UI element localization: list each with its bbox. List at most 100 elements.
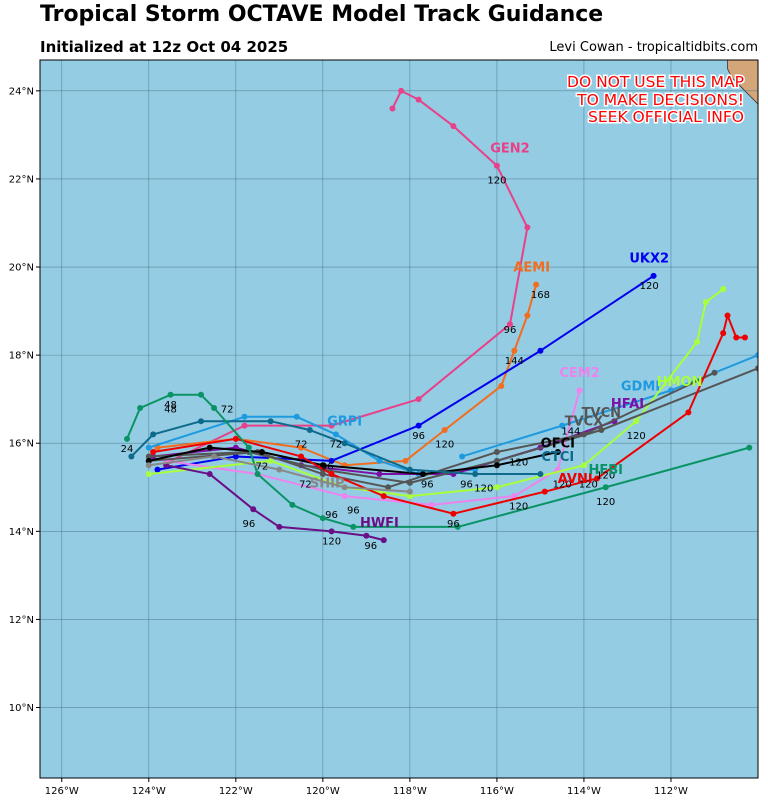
track-point [385, 484, 392, 491]
hour-label: 120 [627, 431, 646, 442]
x-axis-ticks: 126°W 124°W 122°W 120°W 118°W 116°W 114°W 112°W [45, 778, 688, 797]
track-point [341, 484, 348, 491]
model-label-gen2: GEN2 [490, 142, 529, 157]
track-point [328, 457, 335, 464]
track-line [157, 284, 538, 467]
track-point [167, 391, 174, 398]
track-point [293, 413, 300, 420]
track-point [524, 312, 531, 319]
model-label-cem2: CEM2 [559, 366, 599, 381]
model-label-avni: AVNI [558, 472, 593, 487]
track-point [598, 427, 605, 434]
model-label-ofci: OFCI [541, 437, 575, 452]
track-point [198, 418, 205, 425]
hour-label: 72 [256, 462, 269, 473]
track-point [254, 471, 261, 478]
track-point [267, 418, 274, 425]
model-tracks [124, 87, 758, 544]
track-point [232, 435, 239, 442]
model-label-ctci: CTCI [541, 450, 574, 465]
hour-label: 120 [474, 484, 493, 495]
track-ctci [128, 418, 544, 478]
track-point [124, 435, 131, 442]
track-point [406, 493, 413, 500]
land-layer [727, 60, 758, 105]
hour-label: 24 [121, 444, 134, 455]
track-point [145, 471, 152, 478]
track-point [211, 404, 218, 411]
warning-line-3: SEEK OFFICIAL INFO [588, 108, 744, 126]
hour-label: 168 [531, 290, 550, 301]
track-point [145, 462, 152, 469]
model-label-ukx2: UKX2 [629, 252, 669, 267]
hour-label: 96 [364, 541, 377, 552]
track-point [145, 457, 152, 464]
hour-label: 120 [435, 440, 454, 451]
track-point [506, 321, 513, 328]
track-point [380, 537, 387, 544]
y-tick-label: 20°N [9, 263, 34, 274]
track-point [332, 431, 339, 438]
track-point [450, 510, 457, 517]
track-point [245, 444, 252, 451]
track-hwfi [163, 462, 387, 544]
track-point [755, 352, 758, 359]
track-point [276, 523, 283, 530]
hour-label: 120 [640, 281, 659, 292]
track-point [198, 391, 205, 398]
track-point [524, 224, 531, 231]
track-point [341, 440, 348, 447]
track-point [154, 466, 161, 473]
chart-subtitle: Initialized at 12z Oct 04 2025 [40, 38, 289, 56]
track-point [380, 493, 387, 500]
hour-label: 72 [330, 440, 343, 451]
track-point [702, 299, 709, 306]
x-tick-label: 118°W [393, 786, 427, 797]
track-point [493, 484, 500, 491]
track-point [276, 466, 283, 473]
model-label-tvcn: TVCN [582, 406, 621, 421]
model-label-grpi: GRPI [327, 415, 362, 430]
track-point [755, 365, 758, 372]
track-point [206, 471, 213, 478]
hour-label: 120 [509, 457, 528, 468]
y-tick-label: 18°N [9, 351, 34, 362]
track-point [298, 444, 305, 451]
track-point [554, 449, 561, 456]
x-tick-label: 124°W [132, 786, 166, 797]
grid-lines [40, 60, 758, 778]
track-point [319, 515, 326, 522]
track-gen2 [167, 87, 531, 464]
hour-label: 96 [460, 479, 473, 490]
model-label-hfai: HFAI [611, 397, 644, 412]
track-point [459, 453, 466, 460]
track-point [580, 431, 587, 438]
track-point [363, 532, 370, 539]
model-label-ship: SHIP [310, 476, 345, 491]
track-point [533, 281, 540, 288]
hour-label: 120 [487, 175, 506, 186]
warning-line-2: TO MAKE DECISIONS! [576, 91, 744, 109]
hour-label: 48 [164, 400, 177, 411]
x-tick-label: 114°W [567, 786, 601, 797]
track-point [746, 444, 753, 451]
track-point [741, 334, 748, 341]
x-tick-label: 112°W [654, 786, 688, 797]
track-point [724, 312, 731, 319]
hour-label: 48 [164, 404, 177, 415]
track-point [419, 471, 426, 478]
hour-label: 120 [596, 470, 615, 481]
track-point [493, 457, 500, 464]
y-tick-label: 14°N [9, 527, 34, 538]
track-point [289, 501, 296, 508]
track-point [298, 453, 305, 460]
track-point [241, 422, 248, 429]
hour-label: 96 [412, 431, 425, 442]
track-point [511, 347, 518, 354]
track-point [267, 457, 274, 464]
track-point [415, 396, 422, 403]
track-point [211, 453, 218, 460]
track-point [559, 422, 566, 429]
